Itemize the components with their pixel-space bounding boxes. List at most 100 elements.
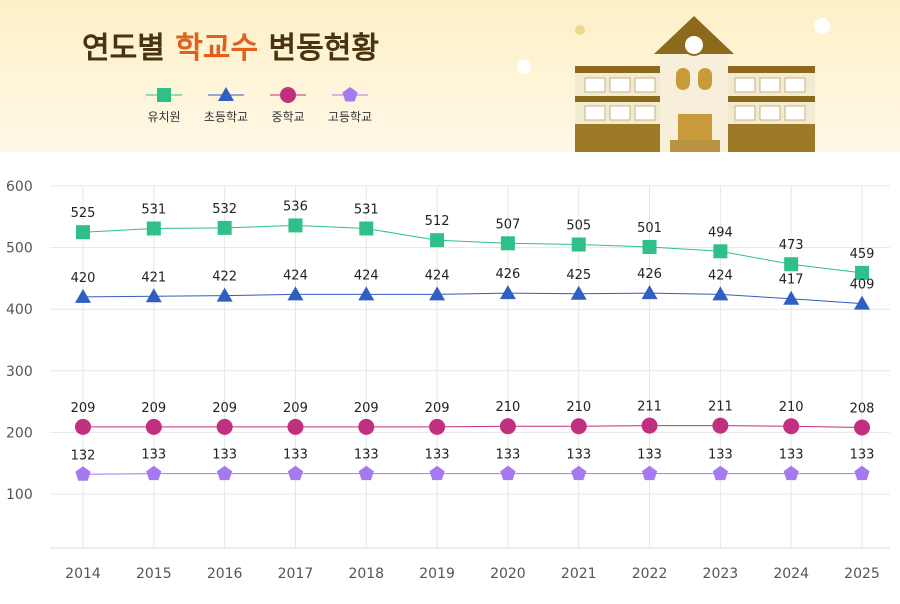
x-tick-label: 2020 (490, 566, 526, 582)
marker (784, 257, 799, 272)
value-label: 420 (71, 271, 96, 286)
marker (76, 225, 90, 240)
value-label: 133 (708, 448, 733, 463)
x-tick-label: 2018 (348, 566, 384, 582)
marker (359, 221, 374, 236)
marker (217, 220, 232, 235)
value-label: 507 (495, 217, 520, 232)
series-line (82, 224, 863, 274)
value-label: 133 (495, 448, 520, 463)
value-label: 133 (425, 448, 450, 463)
marker (358, 418, 375, 435)
x-tick-label: 2015 (136, 566, 172, 582)
value-label: 531 (354, 203, 379, 218)
marker (288, 218, 303, 233)
series-line (82, 473, 862, 475)
value-label: 210 (495, 400, 520, 415)
value-label: 209 (283, 401, 308, 416)
marker (712, 465, 728, 481)
value-label: 424 (708, 268, 733, 283)
value-label: 425 (566, 268, 591, 283)
value-label: 211 (637, 400, 662, 415)
marker (287, 465, 304, 481)
y-tick-label: 500 (6, 241, 33, 257)
value-label: 505 (566, 219, 591, 234)
marker (499, 418, 516, 435)
series-line (82, 292, 863, 305)
marker (713, 244, 728, 259)
value-label: 209 (212, 401, 237, 416)
marker (217, 465, 233, 481)
y-tick-label: 400 (6, 302, 33, 318)
chart-title: 연도별 학교수 변동현황 (82, 31, 379, 66)
marker (430, 233, 445, 248)
marker (854, 419, 870, 436)
marker (358, 465, 374, 481)
legend-label: 유치원 (147, 110, 180, 124)
y-tick-label: 300 (6, 364, 33, 380)
value-label: 422 (212, 270, 237, 285)
marker (429, 286, 446, 301)
marker (75, 466, 91, 481)
marker (157, 88, 171, 102)
value-label: 424 (283, 268, 308, 283)
marker (75, 418, 91, 435)
value-label: 426 (637, 267, 662, 282)
value-label: 209 (425, 401, 450, 416)
marker (146, 465, 162, 481)
value-label: 133 (850, 448, 875, 463)
marker (854, 465, 870, 481)
x-tick-label: 2022 (632, 566, 668, 582)
marker (570, 285, 587, 300)
value-label: 133 (354, 448, 379, 463)
marker (642, 239, 657, 254)
marker (145, 418, 162, 435)
value-label: 132 (71, 448, 96, 463)
value-label: 494 (708, 225, 733, 240)
value-label: 133 (566, 448, 591, 463)
marker (280, 87, 296, 103)
marker (641, 465, 658, 481)
value-label: 512 (425, 214, 450, 229)
value-label: 525 (71, 206, 96, 221)
title-part: 연도별 (82, 31, 165, 66)
value-label: 536 (283, 199, 308, 214)
value-label: 133 (141, 448, 166, 463)
value-label: 208 (850, 401, 875, 416)
marker (499, 285, 516, 300)
marker (712, 286, 729, 301)
x-tick-label: 2024 (773, 566, 809, 582)
value-label: 531 (141, 203, 166, 218)
marker (854, 295, 870, 310)
marker (216, 418, 233, 435)
marker (287, 286, 304, 301)
marker (218, 87, 234, 101)
marker (500, 236, 515, 251)
marker (855, 265, 869, 280)
value-label: 501 (637, 221, 662, 236)
marker (500, 465, 516, 481)
x-tick-label: 2023 (703, 566, 739, 582)
x-tick-label: 2021 (561, 566, 597, 582)
school-illustration (517, 16, 830, 152)
value-label: 133 (283, 448, 308, 463)
marker (712, 417, 729, 434)
value-label: 133 (779, 448, 804, 463)
x-tick-label: 2025 (844, 566, 880, 582)
series-line (83, 425, 863, 428)
value-label: 459 (850, 247, 875, 262)
y-tick-label: 100 (6, 487, 33, 503)
value-label: 473 (779, 238, 804, 253)
legend-label: 고등학교 (328, 110, 372, 124)
marker (358, 286, 375, 301)
value-label: 532 (212, 202, 237, 217)
value-label: 421 (141, 270, 166, 285)
marker (287, 418, 304, 435)
marker (783, 465, 799, 481)
legend-label: 초등학교 (204, 110, 248, 124)
marker (146, 221, 161, 236)
marker (216, 287, 233, 302)
title-part: 변동현황 (269, 31, 379, 66)
legend-label: 중학교 (271, 110, 304, 124)
